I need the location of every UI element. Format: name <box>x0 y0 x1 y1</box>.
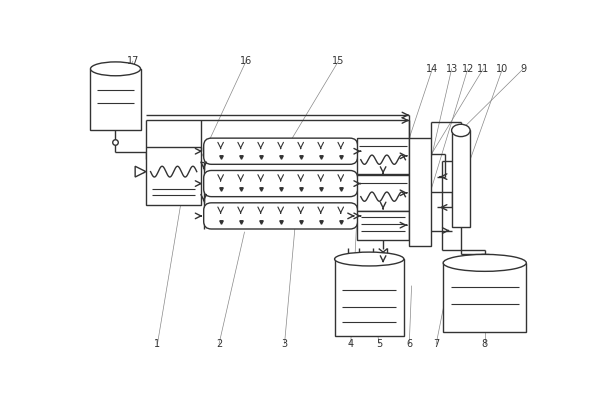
Text: 2: 2 <box>216 339 222 349</box>
FancyBboxPatch shape <box>204 171 358 197</box>
Text: 3: 3 <box>281 339 288 349</box>
FancyBboxPatch shape <box>204 203 358 229</box>
Bar <box>357 138 409 174</box>
Bar <box>146 147 201 205</box>
Text: 5: 5 <box>376 339 382 349</box>
Text: 1: 1 <box>154 339 160 349</box>
Ellipse shape <box>451 124 470 137</box>
Text: 12: 12 <box>462 64 474 74</box>
Bar <box>91 69 141 130</box>
Text: 4: 4 <box>348 339 354 349</box>
Bar <box>357 210 409 240</box>
Text: 14: 14 <box>426 64 439 74</box>
Text: 9: 9 <box>520 64 526 74</box>
Bar <box>357 175 409 210</box>
Text: 7: 7 <box>433 339 439 349</box>
FancyBboxPatch shape <box>204 138 358 164</box>
Text: 8: 8 <box>481 339 488 349</box>
Ellipse shape <box>91 62 141 76</box>
Text: 13: 13 <box>445 64 458 74</box>
Bar <box>451 130 470 227</box>
Text: 17: 17 <box>127 56 139 66</box>
Text: 16: 16 <box>240 56 252 66</box>
Ellipse shape <box>443 255 526 271</box>
Text: 10: 10 <box>496 64 508 74</box>
Bar <box>443 263 526 332</box>
Polygon shape <box>135 166 146 177</box>
Ellipse shape <box>335 252 404 266</box>
Bar <box>409 138 431 246</box>
Text: 6: 6 <box>406 339 412 349</box>
Text: 15: 15 <box>332 56 344 66</box>
Text: 11: 11 <box>477 64 489 74</box>
Bar <box>335 259 404 336</box>
